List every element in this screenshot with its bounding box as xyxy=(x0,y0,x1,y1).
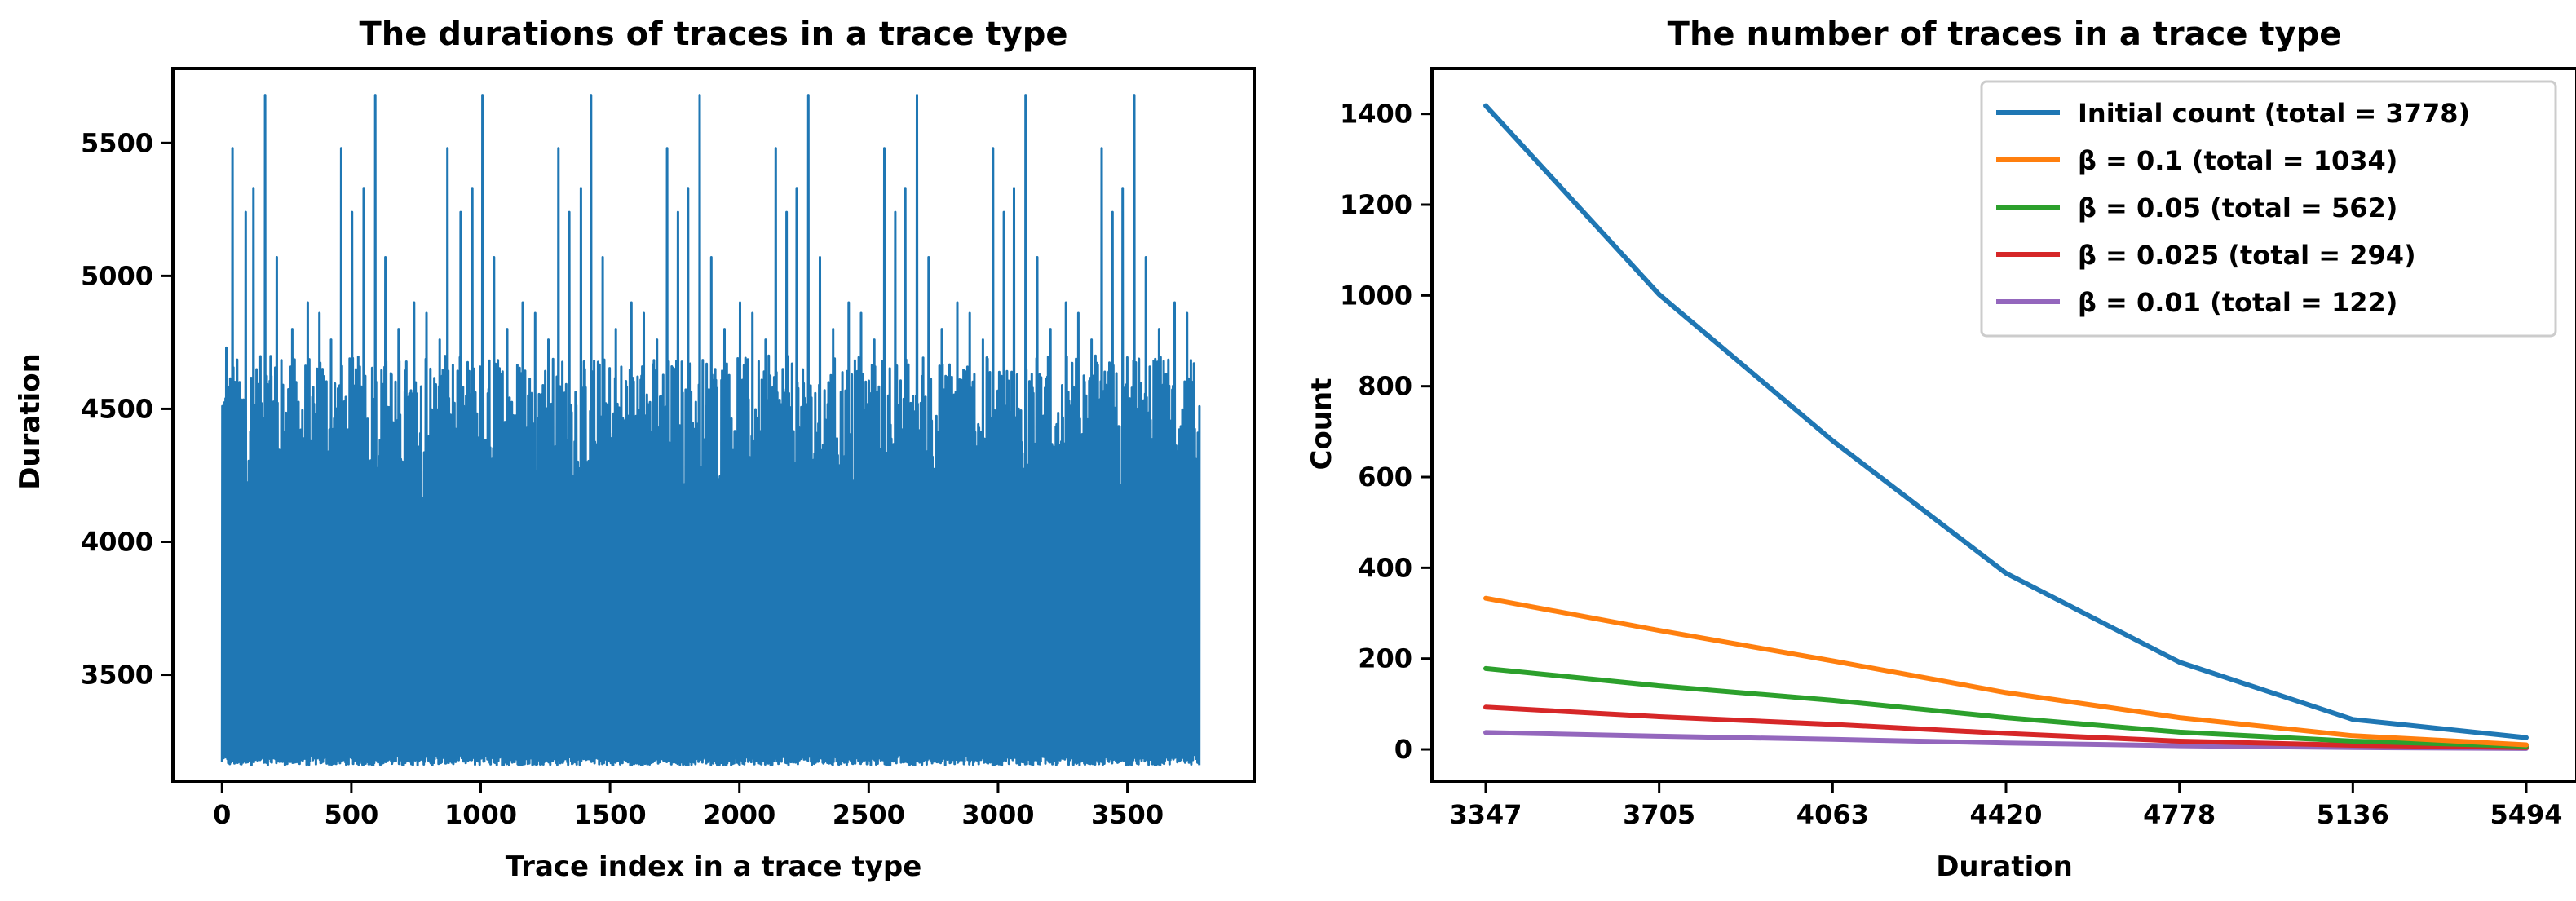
right-x-tick-label: 3705 xyxy=(1623,799,1695,830)
left-x-tick-label: 1500 xyxy=(574,799,647,830)
right-x-tick-label: 4778 xyxy=(2143,799,2216,830)
right-chart: The number of traces in a trace type Dur… xyxy=(1306,15,2576,883)
right-y-tick-label: 1400 xyxy=(1340,99,1412,130)
right-chart-title: The number of traces in a trace type xyxy=(1668,15,2342,53)
left-y-axis-label: Duration xyxy=(14,353,46,490)
left-x-tick-label: 3000 xyxy=(961,799,1034,830)
right-x-axis-label: Duration xyxy=(1936,850,2073,883)
left-x-tick-label: 1000 xyxy=(444,799,517,830)
duration-series-line xyxy=(220,94,1201,766)
right-y-tick-label: 200 xyxy=(1358,643,1412,674)
left-chart-title: The durations of traces in a trace type xyxy=(360,15,1068,53)
left-y-ticks: 3500 4000 4500 5000 5500 xyxy=(81,127,173,691)
left-y-tick-label: 5000 xyxy=(81,260,153,291)
left-x-tick-label: 0 xyxy=(213,799,231,830)
left-y-tick-label: 5500 xyxy=(81,127,153,158)
legend: Initial count (total = 3778) β = 0.1 (tot… xyxy=(1980,80,2557,338)
right-x-tick-label: 4420 xyxy=(1969,799,2042,830)
legend-entry: β = 0.025 (total = 294) xyxy=(2078,240,2416,271)
legend-entry: β = 0.05 (total = 562) xyxy=(2078,192,2397,223)
right-plot-area xyxy=(1483,103,2529,751)
right-y-tick-label: 1200 xyxy=(1340,189,1412,220)
right-x-tick-label: 5494 xyxy=(2490,799,2562,830)
left-plot-area xyxy=(220,94,1201,766)
legend-entry: β = 0.01 (total = 122) xyxy=(2078,287,2397,318)
right-x-ticks: 3347 3705 4063 4420 4778 5136 5494 xyxy=(1449,781,2563,830)
right-x-tick-label: 4063 xyxy=(1796,799,1869,830)
right-x-tick-label: 3347 xyxy=(1449,799,1522,830)
right-x-tick-label: 5136 xyxy=(2317,799,2389,830)
left-axes-frame xyxy=(171,67,1256,783)
left-x-tick-label: 2000 xyxy=(703,799,775,830)
left-chart: The durations of traces in a trace type … xyxy=(14,15,1256,883)
count-series-line xyxy=(1483,704,2529,750)
count-series-line xyxy=(1483,665,2529,749)
left-x-tick-label: 500 xyxy=(324,799,378,830)
right-axes-frame xyxy=(1430,67,2576,783)
legend-entry: Initial count (total = 3778) xyxy=(2078,98,2470,129)
right-y-tick-label: 600 xyxy=(1358,462,1412,492)
legend-entry: β = 0.1 (total = 1034) xyxy=(2078,145,2397,176)
right-y-tick-label: 400 xyxy=(1358,552,1412,583)
left-x-ticks: 0 500 1000 1500 2000 2500 3000 3500 xyxy=(213,781,1164,830)
right-y-tick-label: 1000 xyxy=(1340,280,1412,311)
left-x-tick-label: 3500 xyxy=(1091,799,1164,830)
count-series-line xyxy=(1483,103,2529,740)
left-y-tick-label: 4000 xyxy=(81,526,153,557)
legend-box xyxy=(1980,80,2557,338)
right-y-tick-label: 0 xyxy=(1394,734,1412,765)
count-series-line xyxy=(1483,595,2529,748)
right-y-ticks: 0 200 400 600 800 1000 1200 1400 xyxy=(1340,99,1432,765)
left-x-axis-label: Trace index in a trace type xyxy=(506,850,922,883)
left-y-tick-label: 4500 xyxy=(81,393,153,424)
right-y-tick-label: 800 xyxy=(1358,371,1412,402)
left-x-tick-label: 2500 xyxy=(833,799,905,830)
left-y-tick-label: 3500 xyxy=(81,660,153,691)
right-y-axis-label: Count xyxy=(1306,378,1338,470)
